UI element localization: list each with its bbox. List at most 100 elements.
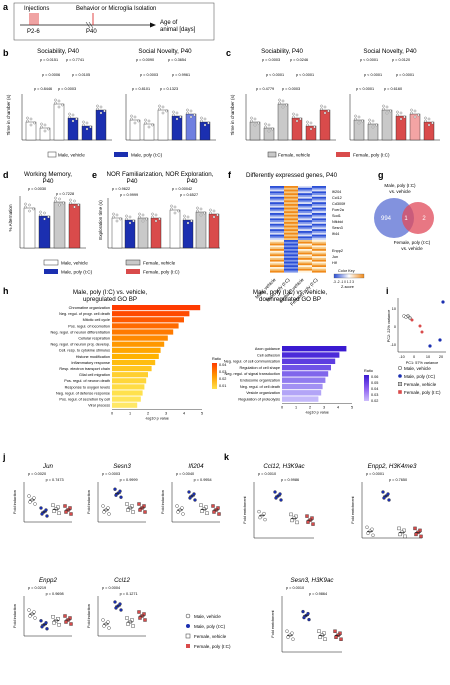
data-point <box>54 98 57 102</box>
heatmap-cell <box>312 204 326 206</box>
go-down-chart: Axon guidance Cell adhesion Neg. regul. of… <box>224 346 353 415</box>
pca-xtick: 20 <box>439 355 443 359</box>
data-point <box>216 506 220 510</box>
heatmap-cell <box>298 258 312 260</box>
heatmap-cell <box>298 198 312 201</box>
heatmap-cell <box>284 205 298 208</box>
ratio-legend-up: Ratio 0.04 0.03 0.02 0.01 <box>212 357 226 389</box>
legend-item: Female, poly (I:C) <box>194 644 231 649</box>
y-label: Fold enrichment <box>243 495 247 523</box>
data-point <box>161 111 165 115</box>
plot-title: Enpp2 <box>39 577 57 584</box>
data-point <box>398 532 402 537</box>
heatmap-cell <box>312 218 326 221</box>
ratio-tick: 0.04 <box>219 363 226 367</box>
data-point <box>295 520 299 525</box>
data-point <box>118 489 122 493</box>
data-point <box>278 101 281 105</box>
data-point <box>318 635 322 639</box>
ratio-tick: 0.02 <box>371 399 378 403</box>
data-point <box>119 495 123 499</box>
data-point <box>278 98 281 102</box>
pca-xtick: -10 <box>399 355 405 359</box>
heatmap-cell <box>284 200 298 203</box>
heatmap-cell <box>284 254 298 257</box>
data-point <box>323 111 327 115</box>
data-point <box>26 116 29 120</box>
bar <box>381 109 393 141</box>
panel-b-ylabel: Time in chamber (s) <box>6 94 11 135</box>
go-term: Pos. regul. of secretion by cell <box>59 398 110 402</box>
data-point <box>250 119 253 123</box>
data-point <box>126 508 130 512</box>
heatmap-cell <box>312 236 326 239</box>
heatmap-cell <box>298 231 312 233</box>
data-point <box>427 117 431 121</box>
pca-point <box>406 314 410 318</box>
panel-b-bars <box>21 94 216 141</box>
data-point <box>151 123 154 127</box>
data-point <box>323 105 327 109</box>
data-point <box>192 492 196 496</box>
heatmap-cell <box>270 205 284 208</box>
heatmap-cell <box>270 268 284 271</box>
heatmap-cell <box>284 189 298 192</box>
heatmap-cell <box>298 232 312 235</box>
data-point <box>257 121 260 125</box>
data-point <box>253 123 257 127</box>
data-point <box>57 511 61 515</box>
data-point <box>267 129 271 133</box>
y-label: Fold induction <box>87 604 91 628</box>
data-point <box>141 219 145 223</box>
pval: p = 0.0003 <box>262 58 280 62</box>
data-point <box>68 506 72 510</box>
data-point <box>32 496 36 500</box>
data-point <box>151 212 154 216</box>
data-point <box>172 110 175 114</box>
bar <box>25 121 37 141</box>
go-bar <box>112 347 161 353</box>
panel-j-letter: j <box>2 452 6 462</box>
go-bar <box>112 366 152 372</box>
go-bar <box>112 323 179 329</box>
heatmap-cell <box>270 227 284 230</box>
legend-female-vehicle: Female, vehicle <box>143 261 176 266</box>
data-point <box>39 506 43 510</box>
go-term: Cellular respiration <box>78 337 110 341</box>
bar <box>38 215 51 249</box>
bar <box>95 109 107 141</box>
bar <box>319 109 331 141</box>
heatmap-cell <box>312 259 326 262</box>
data-point <box>85 127 89 131</box>
heatmap-cell <box>270 207 284 210</box>
x-label: -log10 p value <box>145 417 169 421</box>
pval: p = 0.3654 <box>168 58 186 62</box>
bar <box>124 219 136 249</box>
data-point <box>54 196 57 200</box>
go-term: Neg. regul. of progr. cell death <box>59 312 110 316</box>
heatmap-cell <box>284 220 298 223</box>
panel-e-bars <box>107 198 220 249</box>
panel-b-legend: Male, vehicle Male, poly (I:C) <box>47 151 163 158</box>
heatmap-cell <box>312 198 326 201</box>
go-term: Cell. resp. to cytokine stimulus <box>59 349 110 353</box>
data-point <box>138 212 141 216</box>
bar <box>409 113 421 141</box>
pval: p = 0.9622 <box>112 187 130 191</box>
panel-d-bars <box>19 196 86 249</box>
heatmap-cell <box>284 259 298 262</box>
panel-f-title: Differently expressed genes, P40 <box>246 172 338 179</box>
pval: p = 0.7228 <box>56 192 74 196</box>
data-point <box>338 631 342 635</box>
go-bar <box>282 364 331 371</box>
plot-title: Sesn3, H3K9ac <box>291 577 335 584</box>
heatmap-cell <box>270 196 284 199</box>
heatmap-cell <box>284 187 298 190</box>
heatmap-cell <box>270 225 284 228</box>
x-tick: 2 <box>309 406 311 410</box>
data-point <box>141 213 145 217</box>
heatmap-cell <box>312 193 326 196</box>
heatmap-cell <box>298 191 312 194</box>
data-point <box>64 510 68 514</box>
data-point <box>273 490 277 494</box>
